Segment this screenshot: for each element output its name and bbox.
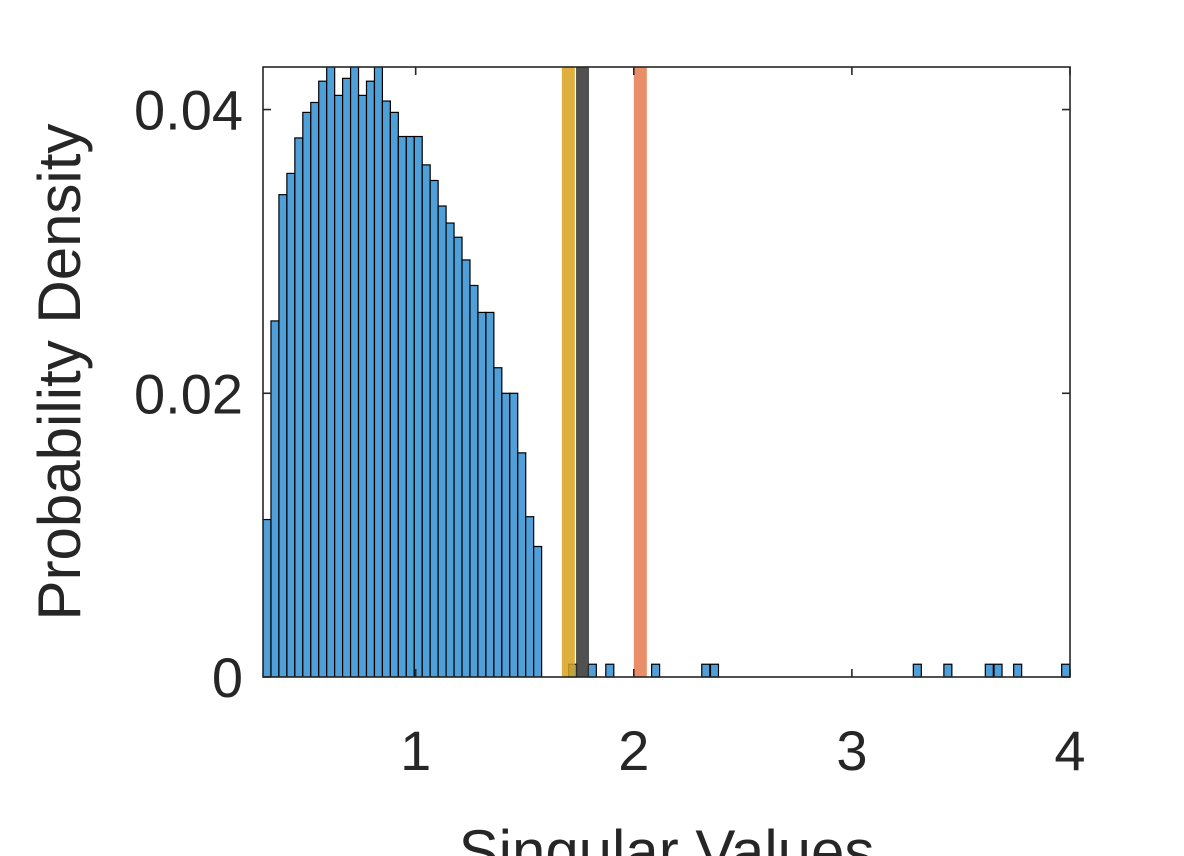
histogram-bar	[397, 135, 407, 677]
histogram-bar	[429, 179, 439, 677]
histogram-bar	[294, 137, 304, 677]
histogram-bar	[349, 67, 360, 677]
histogram-bar	[334, 94, 344, 677]
histogram-bar	[278, 194, 288, 677]
histogram-bar	[525, 516, 535, 677]
histogram-bar	[263, 518, 272, 677]
x-tick-label: 4	[1054, 719, 1085, 782]
y-tick-labels: 0 0.02 0.04	[134, 79, 243, 709]
x-tick-label: 1	[400, 719, 431, 782]
histogram-bar	[477, 311, 487, 677]
histogram-bar	[389, 111, 399, 677]
outlier-bar	[605, 663, 615, 678]
x-tick-labels: 1 2 3 4	[400, 719, 1085, 782]
x-tick-label: 2	[618, 719, 649, 782]
histogram-bar	[310, 101, 320, 677]
histogram-bar	[405, 135, 415, 677]
histogram-bar	[437, 205, 447, 677]
histogram-bar	[469, 284, 479, 677]
x-tick-label: 3	[836, 719, 867, 782]
outlier-bars	[568, 663, 1071, 678]
histogram-bars	[263, 67, 543, 677]
outlier-bar	[943, 663, 953, 678]
outlier-bar	[587, 663, 597, 678]
histogram-bar	[533, 545, 543, 677]
histogram-bar	[302, 111, 312, 677]
outlier-bar	[1061, 663, 1071, 678]
histogram-bar	[373, 67, 384, 677]
outlier-bar	[1013, 663, 1023, 678]
histogram-bar	[421, 164, 431, 677]
histogram-bar	[342, 77, 352, 677]
outlier-bar	[912, 663, 922, 678]
histogram-bar	[501, 392, 511, 677]
histogram-bar	[318, 80, 328, 677]
outlier-bar	[701, 663, 711, 678]
y-tick-label: 0	[212, 646, 243, 709]
histogram-bar	[381, 100, 391, 677]
histogram-bar	[509, 392, 519, 677]
histogram-bar	[461, 259, 471, 677]
x-axis-label: Singular Values	[459, 818, 875, 856]
histogram-bar	[357, 94, 368, 677]
outlier-bar	[993, 663, 1003, 678]
y-axis-label: Probability Density	[26, 124, 93, 621]
histogram-bar	[453, 236, 463, 677]
histogram-bar	[413, 135, 423, 677]
outlier-bar	[709, 663, 720, 678]
outlier-bar	[984, 663, 994, 678]
histogram-bar	[517, 452, 527, 677]
axes-box	[262, 66, 1071, 678]
axis-ticks	[263, 67, 1071, 678]
histogram-bar	[485, 311, 495, 677]
y-tick-label: 0.02	[134, 362, 243, 425]
y-tick-label: 0.04	[134, 79, 243, 142]
threshold-lines	[561, 67, 647, 677]
histogram-bar	[286, 172, 296, 677]
histogram-bar	[365, 80, 376, 677]
histogram-bar	[326, 67, 336, 677]
histogram-bar	[270, 320, 280, 677]
outlier-bar	[650, 663, 661, 678]
histogram-bar	[445, 222, 455, 677]
histogram-bar	[493, 367, 503, 677]
